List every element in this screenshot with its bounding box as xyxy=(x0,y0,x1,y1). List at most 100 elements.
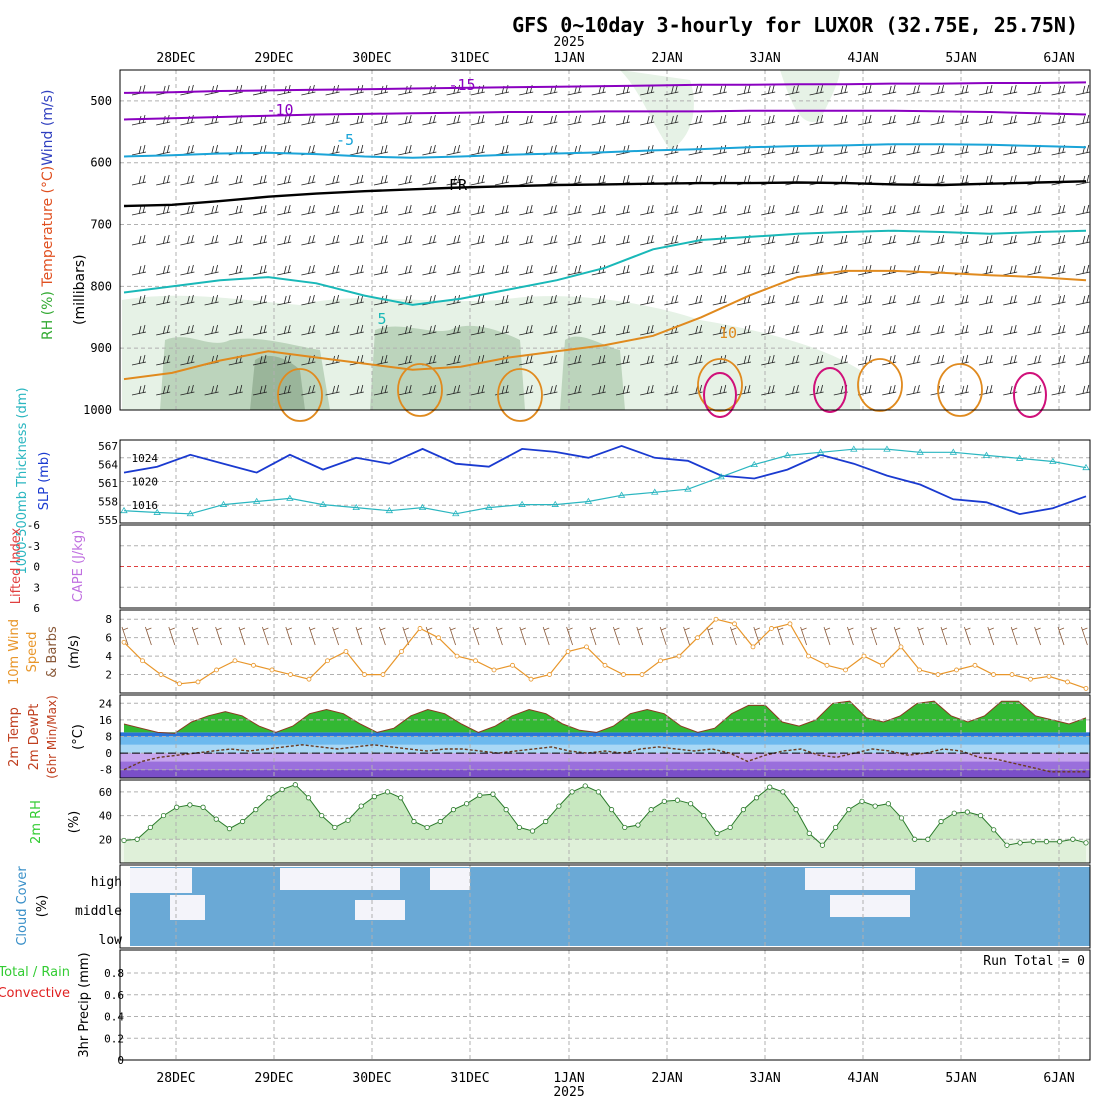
wind10m-speed-point xyxy=(158,672,164,677)
wind10m-barb xyxy=(917,626,924,646)
wind10m-speed-point xyxy=(639,672,645,677)
upper-air-wind-barb xyxy=(373,144,389,156)
temp-color-band xyxy=(120,732,1090,737)
upper-air-wind-barb xyxy=(180,84,195,96)
upper-air-wind-barb xyxy=(1051,234,1066,246)
temp-color-band xyxy=(120,736,1090,745)
upper-air-wind-barb xyxy=(978,294,994,306)
thickness-marker xyxy=(153,508,161,515)
upper-air-wind-barb xyxy=(978,204,994,216)
upper-air-wind-barb xyxy=(906,324,921,336)
upper-air-wind-barb xyxy=(688,204,703,216)
upper-air-wind-barb xyxy=(833,204,848,216)
date-tick-top: 30DEC xyxy=(352,51,391,66)
rh-point xyxy=(292,782,298,788)
upper-air-wind-barb xyxy=(1003,234,1018,246)
upper-air-ylabel: RH (%) Temperature (°C)Wind (m/s) xyxy=(40,90,56,340)
upper-air-wind-barb xyxy=(373,384,389,396)
slp-tick-label: 1016 xyxy=(132,499,159,512)
upper-air-wind-barb xyxy=(131,234,147,246)
upper-air-wind-barb xyxy=(567,324,582,336)
rh-point xyxy=(714,830,720,836)
precip-tick-label: 0.8 xyxy=(104,967,124,980)
upper-air-wind-barb xyxy=(761,234,776,246)
upper-air-wind-barb xyxy=(640,234,655,246)
upper-air-wind-barb xyxy=(156,204,171,216)
thickness-tick-label: 567 xyxy=(98,440,118,453)
upper-air-wind-barb xyxy=(857,324,873,336)
upper-air-wind-barb xyxy=(591,234,606,246)
wind10m-barb xyxy=(589,626,597,646)
upper-air-wind-barb xyxy=(954,144,969,156)
upper-air-wind-barb xyxy=(640,324,655,336)
thickness-marker xyxy=(584,497,593,504)
contour-label: 5 xyxy=(377,310,386,328)
upper-air-wind-barb xyxy=(930,174,945,186)
upper-air-wind-barb xyxy=(1027,294,1042,306)
rh-point xyxy=(187,802,193,808)
upper-air-wind-barb xyxy=(688,264,703,276)
thickness-marker xyxy=(219,500,228,507)
wind10m-speed-point xyxy=(732,621,737,627)
rh-point xyxy=(411,818,417,825)
upper-air-wind-barb xyxy=(1051,84,1066,96)
upper-air-wind-barb xyxy=(156,234,171,246)
wind10m-barb xyxy=(168,626,176,646)
upper-air-wind-barb xyxy=(785,294,800,306)
thickness-marker xyxy=(286,494,294,501)
upper-air-wind-barb xyxy=(615,114,631,126)
date-tick-bottom: 3JAN xyxy=(749,1071,780,1086)
wind10m-speed-point xyxy=(695,635,700,641)
dewpt-ylabel: 2m DewPt xyxy=(27,704,42,771)
upper-air-wind-barb xyxy=(833,234,848,246)
upper-air-wind-barb xyxy=(494,354,510,366)
upper-air-wind-barb xyxy=(543,384,558,396)
wind10m-speed-point xyxy=(214,667,219,673)
rh-point xyxy=(490,791,496,797)
upper-air-wind-barb xyxy=(664,84,679,96)
rh-tick-label: 40 xyxy=(99,810,112,823)
upper-air-wind-barb xyxy=(954,234,969,246)
upper-air-wind-barb xyxy=(301,384,316,396)
thickness-marker xyxy=(684,485,692,492)
rh-point xyxy=(240,818,246,825)
wind10m-speed-point xyxy=(269,667,275,673)
upper-air-wind-barb xyxy=(519,204,534,216)
upper-air-wind-barb xyxy=(1051,204,1066,216)
upper-air-wind-barb xyxy=(519,234,534,246)
wind10m-frame xyxy=(119,609,1091,694)
rh-point xyxy=(833,824,839,831)
date-tick-bottom: 28DEC xyxy=(156,1071,195,1086)
rh-point xyxy=(358,803,364,809)
rh-point xyxy=(134,836,140,842)
upper-air-wind-barb xyxy=(857,354,873,366)
rh-point xyxy=(147,824,153,831)
upper-air-wind-barb xyxy=(591,114,606,126)
wind10m-barb xyxy=(379,626,386,646)
wind10m-ylabel-2: Speed xyxy=(25,632,40,673)
upper-air-wind-barb xyxy=(470,264,485,276)
upper-air-wind-barb xyxy=(615,324,631,336)
rh-point xyxy=(661,798,667,804)
rh-tick-label: 60 xyxy=(99,786,112,799)
upper-air-wind-barb xyxy=(1075,384,1090,396)
date-tick-top: 1JAN xyxy=(553,51,584,66)
rh-point xyxy=(793,807,799,813)
upper-air-wind-barb xyxy=(204,234,219,246)
temperature-contour-20 xyxy=(813,367,847,413)
upper-air-wind-barb xyxy=(930,234,945,246)
thickness-tick-label: 561 xyxy=(98,477,118,490)
contour-label: -10 xyxy=(266,101,293,119)
cloud-unit: (%) xyxy=(35,895,50,918)
upper-air-wind-barb xyxy=(204,204,219,216)
upper-air-wind-barb xyxy=(954,114,969,126)
upper-air-wind-barb xyxy=(470,324,485,336)
upper-air-wind-barb xyxy=(228,234,243,246)
wind10m-barb xyxy=(706,626,714,646)
upper-air-wind-barb xyxy=(277,354,292,366)
upper-air-wind-barb xyxy=(688,354,703,366)
upper-air-wind-barb xyxy=(301,264,316,276)
upper-air-wind-barb xyxy=(1003,264,1018,276)
wind10m-barb xyxy=(238,626,246,646)
upper-air-wind-barb xyxy=(1003,204,1018,216)
